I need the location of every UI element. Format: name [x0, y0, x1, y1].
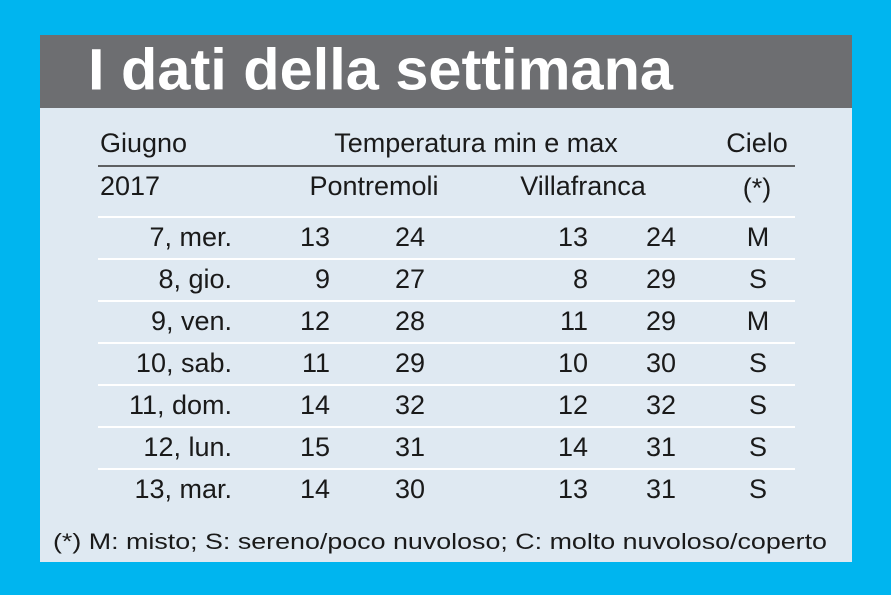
pontremoli-min: 12 — [300, 306, 330, 336]
villafranca-min: 14 — [558, 432, 588, 462]
pontremoli-max: 28 — [395, 306, 425, 336]
pontremoli-max: 29 — [395, 348, 425, 378]
villafranca-min: 13 — [558, 222, 588, 252]
villafranca-max: 30 — [646, 348, 676, 378]
villafranca-max: 31 — [646, 432, 676, 462]
villafranca-min: 11 — [560, 306, 588, 336]
sky: M — [747, 306, 770, 336]
column-header: Pontremoli — [309, 171, 438, 201]
pontremoli-min: 13 — [300, 222, 330, 252]
day: 11, dom. — [129, 390, 232, 420]
sky: S — [749, 390, 767, 420]
panel — [40, 35, 852, 562]
column-header: (*) — [743, 173, 772, 203]
pontremoli-max: 31 — [395, 432, 425, 462]
sky: S — [749, 474, 767, 504]
pontremoli-min: 15 — [300, 432, 330, 462]
column-header: Temperatura min e max — [334, 128, 618, 158]
column-header: Villafranca — [520, 171, 647, 201]
footnote: (*) M: misto; S: sereno/poco nuvoloso; C… — [53, 529, 827, 554]
villafranca-max: 29 — [646, 306, 676, 336]
villafranca-max: 31 — [646, 474, 676, 504]
day: 9, ven. — [151, 306, 232, 336]
sky: S — [749, 348, 767, 378]
sky: S — [749, 264, 767, 294]
villafranca-max: 32 — [646, 390, 676, 420]
sky: M — [747, 222, 770, 252]
villafranca-max: 29 — [646, 264, 676, 294]
table-body: 7, mer. 13 24 13 24 M 8, gio. 9 27 8 29 S 9, ven. 12 2… — [98, 216, 795, 504]
villafranca-min: 10 — [558, 348, 588, 378]
pontremoli-max: 27 — [395, 264, 425, 294]
pontremoli-min: 9 — [315, 264, 330, 294]
day: 7, mer. — [149, 222, 232, 252]
pontremoli-max: 30 — [395, 474, 425, 504]
pontremoli-min: 14 — [300, 390, 330, 420]
day: 10, sab. — [136, 348, 232, 378]
villafranca-min: 12 — [558, 390, 588, 420]
pontremoli-min: 14 — [300, 474, 330, 504]
column-header: Giugno — [100, 128, 187, 158]
villafranca-min: 13 — [558, 474, 588, 504]
column-header: Cielo — [726, 128, 788, 158]
day: 12, lun. — [143, 432, 232, 462]
villafranca-min: 8 — [573, 264, 588, 294]
title-bar — [40, 35, 852, 108]
day: 8, gio. — [158, 264, 232, 294]
day: 13, mar. — [134, 474, 232, 504]
villafranca-max: 24 — [646, 222, 676, 252]
pontremoli-max: 32 — [395, 390, 425, 420]
pontremoli-max: 24 — [395, 222, 425, 252]
column-header: 2017 — [100, 171, 160, 201]
pontremoli-min: 11 — [302, 348, 330, 378]
sky: S — [749, 432, 767, 462]
title: I dati della settimana — [88, 37, 674, 102]
